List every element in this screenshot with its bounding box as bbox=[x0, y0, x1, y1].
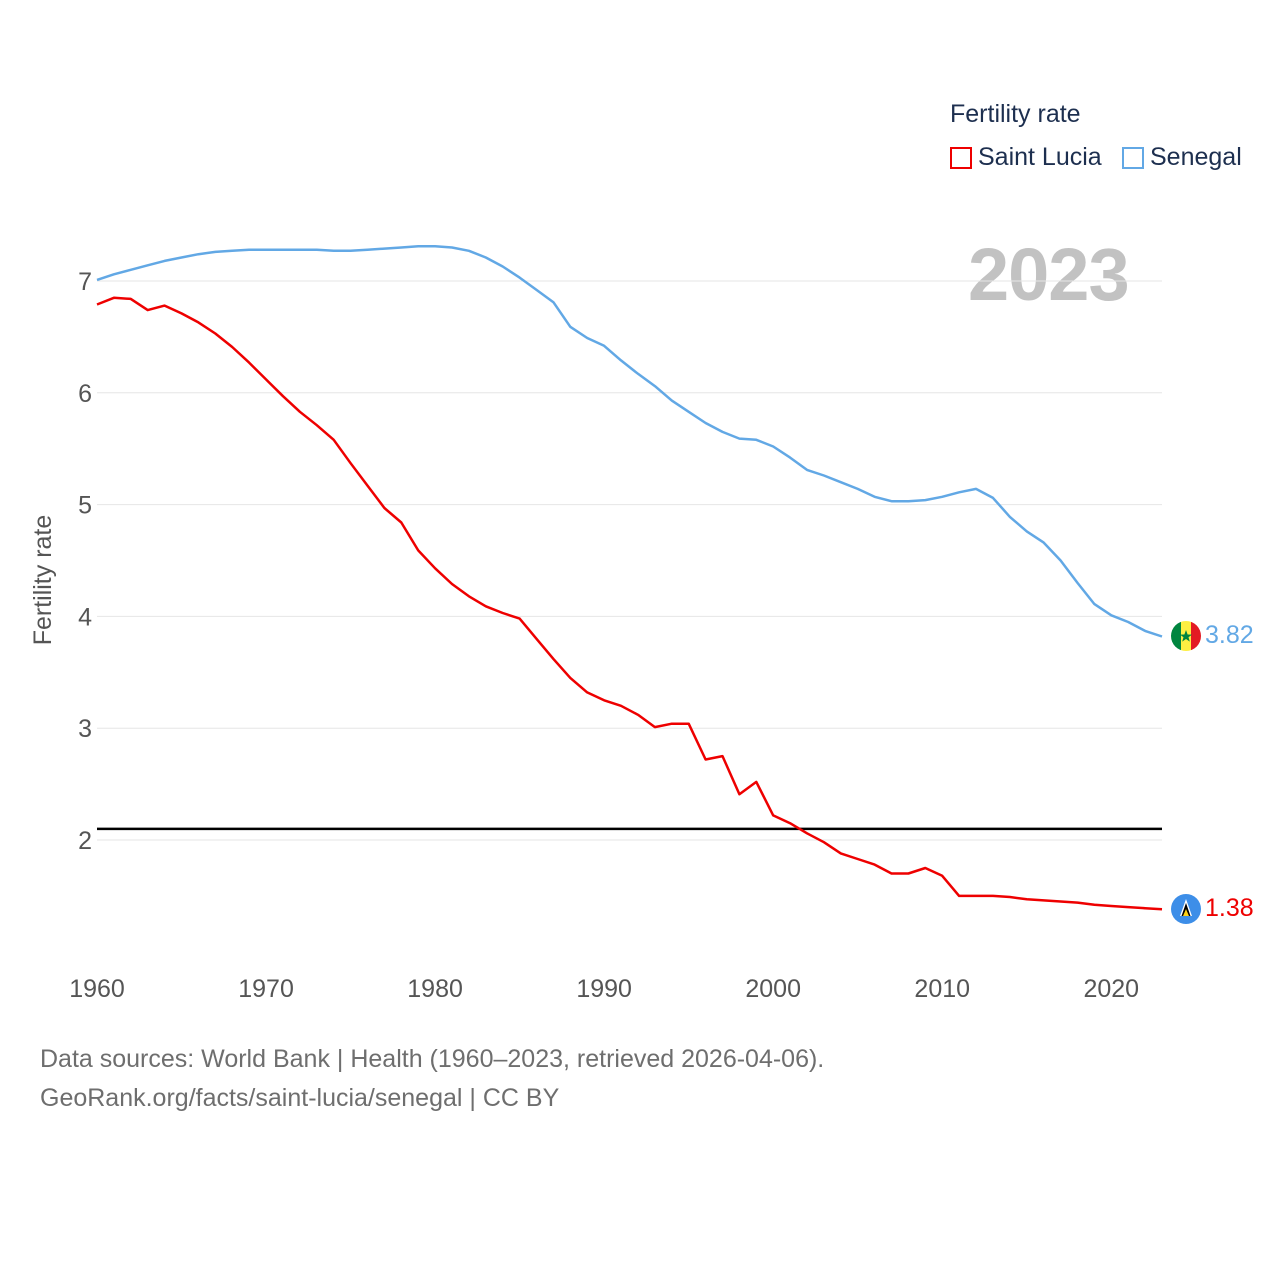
senegal-flag-icon bbox=[1171, 621, 1201, 651]
y-tick-label: 6 bbox=[78, 380, 92, 408]
legend-label-saint-lucia: Saint Lucia bbox=[978, 143, 1102, 171]
legend-label-senegal: Senegal bbox=[1150, 143, 1242, 171]
y-tick-label: 4 bbox=[78, 603, 92, 631]
source-line-1: Data sources: World Bank | Health (1960–… bbox=[40, 1045, 825, 1073]
y-tick-label: 2 bbox=[78, 827, 92, 855]
x-tick-label: 1970 bbox=[238, 975, 294, 1003]
gridlines bbox=[97, 280, 1162, 841]
x-tick-label: 2020 bbox=[1083, 975, 1139, 1003]
saint-lucia-flag-icon bbox=[1171, 894, 1201, 924]
y-tick-label: 3 bbox=[78, 715, 92, 743]
x-tick-label: 1980 bbox=[407, 975, 463, 1003]
legend-title: Fertility rate bbox=[950, 100, 1081, 128]
series-lines bbox=[96, 245, 1163, 911]
y-tick-labels: 2 3 4 5 6 7 bbox=[78, 268, 92, 855]
year-stamp: 2023 bbox=[968, 233, 1130, 316]
x-tick-label: 1960 bbox=[69, 975, 125, 1003]
legend-item-saint-lucia[interactable]: Saint Lucia bbox=[950, 143, 1102, 172]
x-tick-label: 2010 bbox=[914, 975, 970, 1003]
source-line-2[interactable]: GeoRank.org/facts/saint-lucia/senegal | … bbox=[40, 1084, 560, 1112]
x-tick-label: 2000 bbox=[745, 975, 801, 1003]
series-line-saint-lucia[interactable] bbox=[96, 296, 1163, 911]
senegal-end-value: 3.82 bbox=[1205, 621, 1254, 649]
legend-swatch-senegal bbox=[1122, 146, 1144, 169]
legend-item-senegal[interactable]: Senegal bbox=[1122, 143, 1242, 172]
x-tick-labels: 1960 1970 1980 1990 2000 2010 2020 bbox=[69, 975, 1139, 1003]
y-tick-label: 5 bbox=[78, 492, 92, 520]
y-tick-label: 7 bbox=[78, 268, 92, 296]
saint-lucia-end-value: 1.38 bbox=[1205, 894, 1254, 922]
x-tick-label: 1990 bbox=[576, 975, 632, 1003]
legend-swatch-saint-lucia bbox=[950, 146, 972, 169]
series-line-senegal[interactable] bbox=[96, 245, 1163, 638]
y-axis-label: Fertility rate bbox=[29, 515, 57, 646]
